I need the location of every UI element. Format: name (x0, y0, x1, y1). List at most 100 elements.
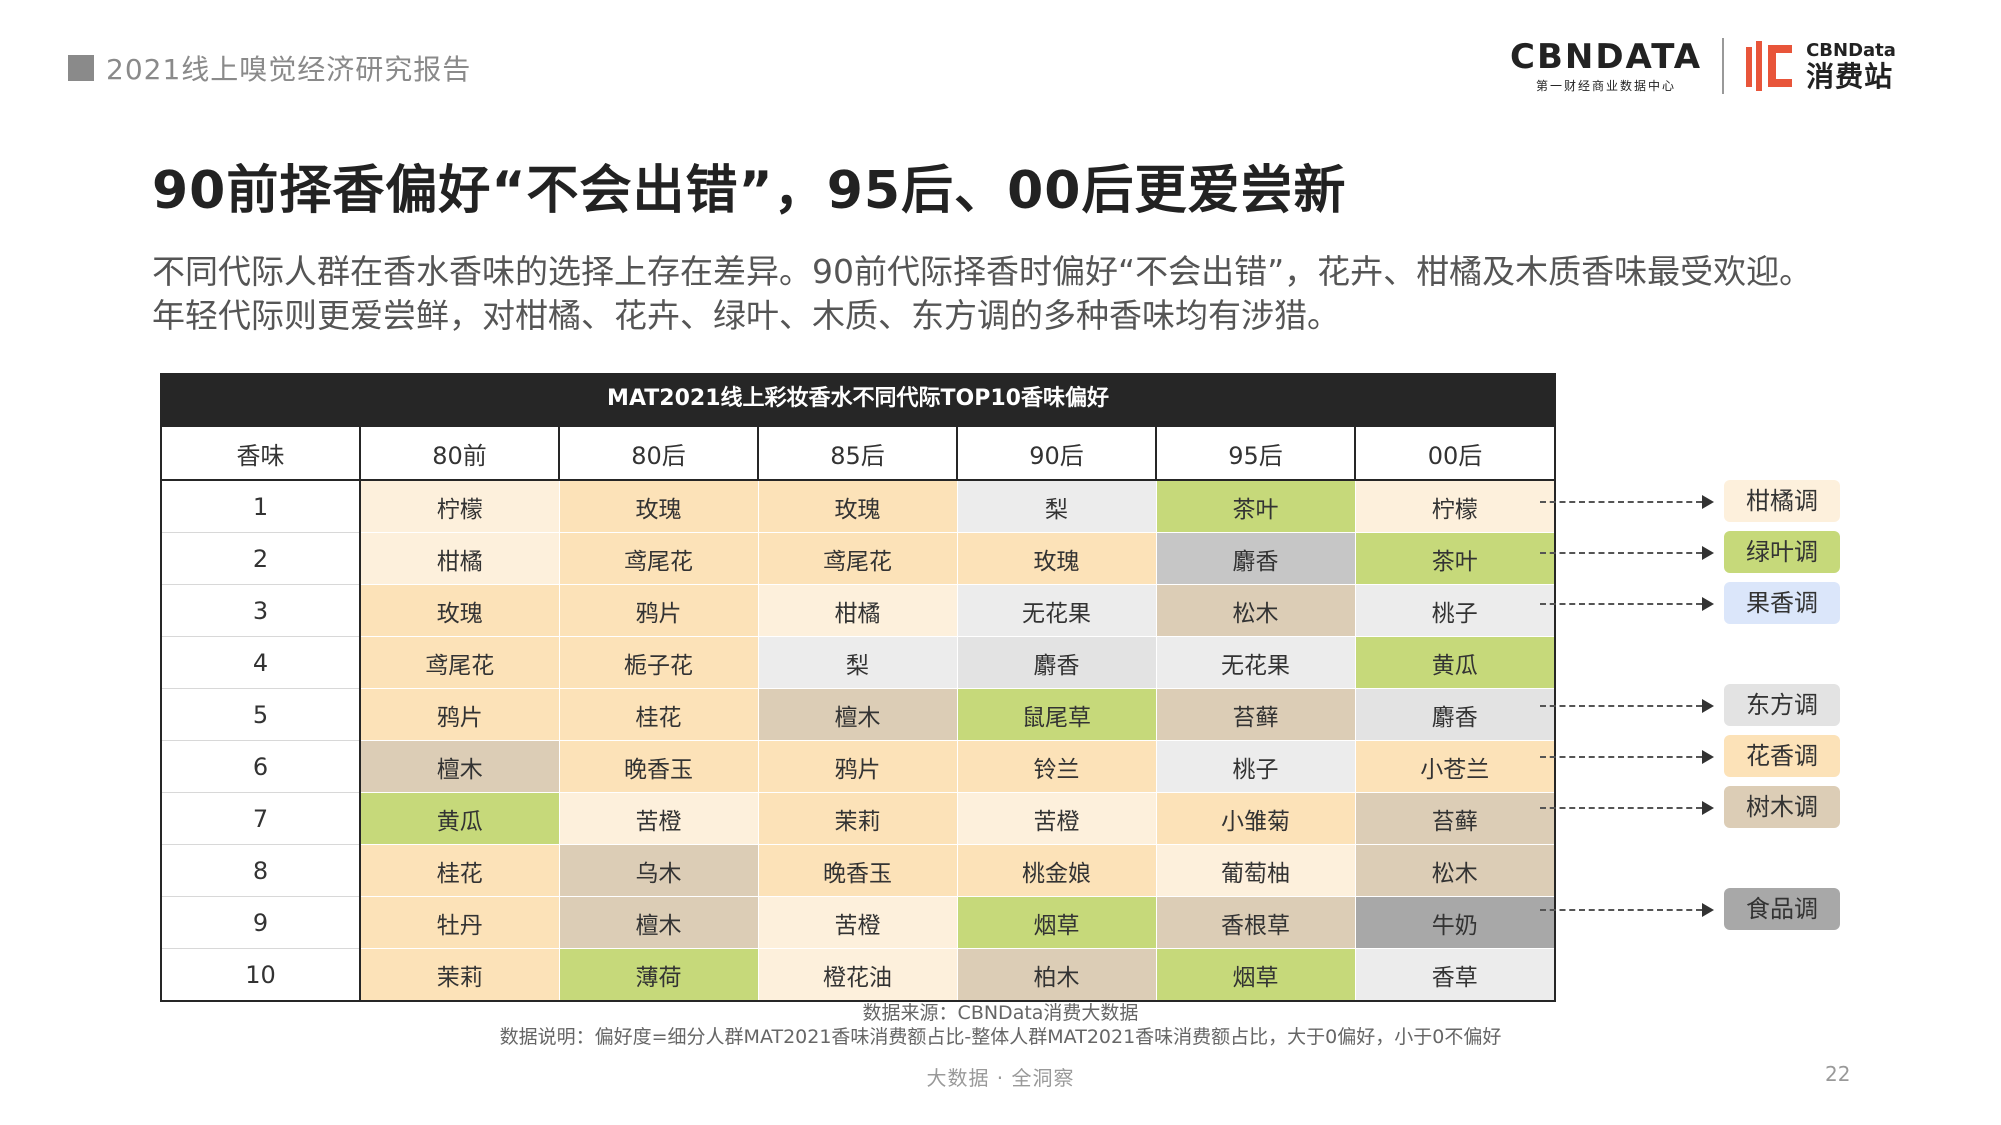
fragrance-preference-table: MAT2021线上彩妆香水不同代际TOP10香味偏好 香味 80前 80后 85后 90… (160, 373, 1556, 1002)
scent-cell: 桃金娘 (956, 844, 1157, 897)
scent-cell: 鸦片 (359, 688, 560, 741)
legend-connector (1540, 908, 1702, 911)
xiaofeizhan-logo: CBNData 消费站 (1744, 37, 1896, 95)
cbndata-logo: CBNDATA 第一财经商业数据中心 (1510, 39, 1702, 94)
scent-cell: 鸢尾花 (359, 636, 560, 689)
table-row: 2 柑橘 鸢尾花 鸢尾花 玫瑰 麝香 茶叶 (160, 532, 1556, 585)
scent-cell: 松木 (1354, 844, 1556, 897)
rank-cell: 10 (160, 948, 361, 1002)
table-row: 5 鸦片 桂花 檀木 鼠尾草 苔藓 麝香 (160, 688, 1556, 741)
arrow-right-icon (1702, 698, 1714, 713)
report-title: 2021线上嗅觉经济研究报告 (106, 53, 472, 86)
scent-cell: 烟草 (1155, 948, 1356, 1002)
legend-connector (1540, 500, 1702, 503)
arrow-right-icon (1702, 902, 1714, 917)
scent-cell: 鼠尾草 (956, 688, 1157, 741)
scent-cell: 玫瑰 (956, 532, 1157, 585)
scent-cell: 玫瑰 (359, 584, 560, 637)
page-number: 22 (1825, 1062, 1851, 1086)
table-row: 7 黄瓜 苦橙 茉莉 苦橙 小雏菊 苔藓 (160, 792, 1556, 845)
scent-cell: 无花果 (956, 584, 1157, 637)
footer-slogan: 大数据 · 全洞察 (926, 1066, 1075, 1090)
scent-cell: 茉莉 (359, 948, 560, 1002)
data-note: 数据说明：偏好度=细分人群MAT2021香味消费额占比-整体人群MAT2021香… (499, 1026, 1502, 1048)
scent-cell: 柑橘 (757, 584, 958, 637)
description-line-1: 不同代际人群在香水香味的选择上存在差异。90前代际择香时偏好“不会出错”，花卉、… (152, 252, 1813, 291)
cbndata-logo-subtitle: 第一财经商业数据中心 (1536, 78, 1677, 93)
scent-cell: 柠檬 (359, 479, 560, 533)
arrow-right-icon (1702, 494, 1714, 509)
table-row: 1 柠檬 玫瑰 玫瑰梨茶叶 柠檬 (160, 479, 1556, 533)
table-row: 6 檀木 晚香玉 鸦片 铃兰 桃子 小苍兰 (160, 740, 1556, 793)
scent-cell: 铃兰 (956, 740, 1157, 793)
arrow-right-icon (1702, 545, 1714, 560)
rank-cell: 4 (160, 636, 361, 689)
scent-cell: 麝香 (956, 636, 1157, 689)
scent-cell: 黄瓜 (1354, 636, 1556, 689)
scent-cell: 麝香 (1354, 688, 1556, 741)
scent-cell: 鸦片 (757, 740, 958, 793)
scent-cell: 梨 (757, 636, 958, 689)
cbndata-logo-text: CBNDATA (1510, 36, 1703, 77)
legend-label: 果香调 (1724, 581, 1840, 624)
scent-cell: 桃子 (1354, 584, 1556, 637)
scent-cell: 麝香 (1155, 532, 1356, 585)
rank-cell: 7 (160, 792, 361, 845)
scent-cell: 松木 (1155, 584, 1356, 637)
scent-cell: 茶叶 (1155, 479, 1356, 533)
scent-cell: 檀木 (757, 688, 958, 741)
scent-cell: 苦橙 (558, 792, 759, 845)
table-body: 1 柠檬 玫瑰 玫瑰梨茶叶 柠檬 2 柑橘 鸢尾花 鸢尾花 玫瑰 麝香 茶叶 3 玫瑰 鸦片 柑橘 无花果 松木桃… (160, 479, 1556, 1002)
arrow-right-icon (1702, 749, 1714, 764)
header-scent: 香味 (160, 425, 361, 481)
header-generation: 00后 (1354, 425, 1556, 481)
rank-cell: 2 (160, 532, 361, 585)
header-tag: 2021线上嗅觉经济研究报告 (68, 48, 471, 88)
scent-cell: 香根草 (1155, 896, 1356, 949)
legend-connector (1540, 602, 1702, 605)
xiaofeizhan-mark-icon (1746, 41, 1793, 91)
scent-cell: 苔藓 (1354, 792, 1556, 845)
header-generation: 85后 (757, 425, 958, 481)
scent-cell: 无花果 (1155, 636, 1356, 689)
header-generation: 90后 (956, 425, 1157, 481)
legend-label: 树木调 (1724, 785, 1840, 828)
legend-label: 东方调 (1724, 683, 1840, 726)
scent-cell: 小雏菊 (1155, 792, 1356, 845)
fragrance-table-wrapper: MAT2021线上彩妆香水不同代际TOP10香味偏好 香味 80前 80后 85后 90… (160, 373, 1556, 1002)
table-row: 8 桂花 乌木 晚香玉 桃金娘 葡萄柚 松木 (160, 844, 1556, 897)
legend-connector (1540, 551, 1702, 554)
scent-cell: 苦橙 (956, 792, 1157, 845)
legend-label: 绿叶调 (1724, 530, 1840, 573)
table-row: 3 玫瑰 鸦片 柑橘 无花果 松木 桃子 (160, 584, 1556, 637)
header-generation: 95后 (1155, 425, 1356, 481)
scent-cell: 茶叶 (1354, 532, 1556, 585)
rank-cell: 6 (160, 740, 361, 793)
rank-cell: 5 (160, 688, 361, 741)
table-row: 9 牡丹 檀木 苦橙 烟草 香根草 牛奶 (160, 896, 1556, 949)
arrow-right-icon (1702, 596, 1714, 611)
scent-cell: 薄荷 (558, 948, 759, 1002)
scent-cell: 梨 (956, 479, 1157, 533)
rank-cell: 3 (160, 584, 361, 637)
table-header-row: 香味 80前 80后 85后 90后 95后 00后 (160, 425, 1556, 481)
scent-cell: 桃子 (1155, 740, 1356, 793)
page-title: 90前择香偏好“不会出错”，95后、00后更爱尝新 (152, 161, 1347, 221)
scent-cell: 苔藓 (1155, 688, 1356, 741)
scent-cell: 晚香玉 (558, 740, 759, 793)
scent-cell: 橙花油 (757, 948, 958, 1002)
legend-label: 柑橘调 (1724, 479, 1840, 522)
table-row: 10 茉莉 薄荷 橙花油 柏木 烟草 香草 (160, 948, 1556, 1002)
xiaofeizhan-logo-en: CBNData (1806, 40, 1896, 61)
scent-cell: 玫瑰 (757, 479, 958, 533)
scent-cell: 苦橙 (757, 896, 958, 949)
rank-cell: 9 (160, 896, 361, 949)
scent-cell: 牡丹 (359, 896, 560, 949)
scent-cell: 桂花 (558, 688, 759, 741)
scent-cell: 檀木 (558, 896, 759, 949)
arrow-right-icon (1702, 800, 1714, 815)
data-source: 数据来源：CBNData消费大数据 (862, 1002, 1139, 1024)
logo-divider (1722, 38, 1725, 94)
scent-cell: 鸢尾花 (558, 532, 759, 585)
legend-connector (1540, 755, 1702, 758)
